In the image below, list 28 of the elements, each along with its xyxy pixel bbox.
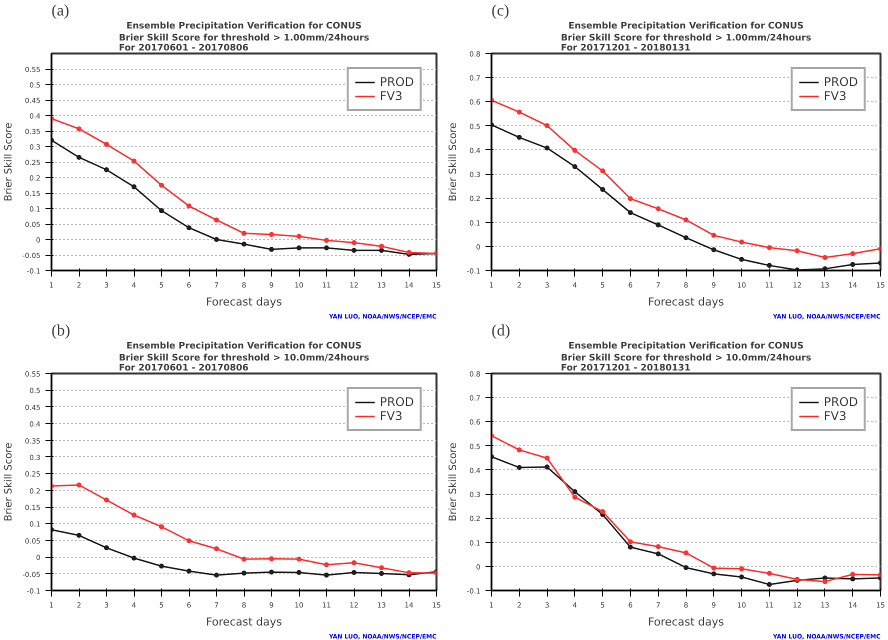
- y-axis-title: Brier Skill Score: [448, 442, 459, 522]
- legend-label: FV3: [824, 89, 846, 103]
- chart-title: Ensemble Precipitation Verification for CONUS: [126, 342, 362, 352]
- x-axis-title: Forecast days: [206, 616, 282, 628]
- text: (a): [52, 2, 70, 20]
- chart-title: Ensemble Precipitation Verification for CONUS: [568, 342, 804, 352]
- legend-label: FV3: [824, 409, 846, 423]
- legend-label: PROD: [380, 75, 414, 89]
- text: (c): [492, 2, 510, 20]
- y-axis-title: Brier Skill Score: [448, 122, 459, 202]
- y-axis-title: Brier Skill Score: [3, 442, 14, 522]
- y-axis-title: Brier Skill Score: [3, 122, 14, 202]
- legend-label: PROD: [824, 75, 858, 89]
- chart-subtitle: Brier Skill Score for threshold > 10.0mm/24hours For 20170601 - 20170806: [118, 354, 370, 374]
- chart-subtitle: Brier Skill Score for threshold > 1.00mm/24hours For 20170601 - 20170806: [118, 34, 370, 54]
- text: (b): [52, 322, 70, 340]
- x-axis-title: Forecast days: [648, 296, 724, 308]
- legend-label: PROD: [380, 395, 414, 409]
- x-axis-title: Forecast days: [206, 296, 282, 308]
- legend-label: FV3: [380, 89, 402, 103]
- legend-label: FV3: [380, 409, 402, 423]
- legend-label: PROD: [824, 395, 858, 409]
- chart-subtitle: Brier Skill Score for threshold > 10.0mm/24hours For 20171201 - 20180131: [560, 354, 812, 374]
- text: (d): [492, 322, 510, 340]
- chart-subtitle: Brier Skill Score for threshold > 1.00mm/24hours For 20171201 - 20180131: [560, 34, 812, 54]
- x-axis-title: Forecast days: [648, 616, 724, 628]
- chart-title: Ensemble Precipitation Verification for CONUS: [568, 22, 804, 32]
- chart-title: Ensemble Precipitation Verification for CONUS: [126, 22, 362, 32]
